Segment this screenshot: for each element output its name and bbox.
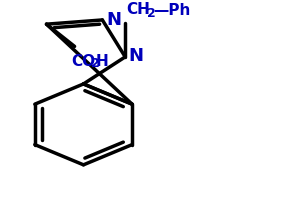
Text: N: N bbox=[106, 11, 121, 29]
Text: 2: 2 bbox=[147, 7, 156, 20]
Text: CO: CO bbox=[72, 54, 96, 69]
Text: —Ph: —Ph bbox=[153, 3, 191, 18]
Text: CH: CH bbox=[127, 2, 151, 17]
Text: N: N bbox=[128, 47, 143, 65]
Text: 2: 2 bbox=[91, 57, 99, 70]
Text: H: H bbox=[96, 54, 109, 69]
